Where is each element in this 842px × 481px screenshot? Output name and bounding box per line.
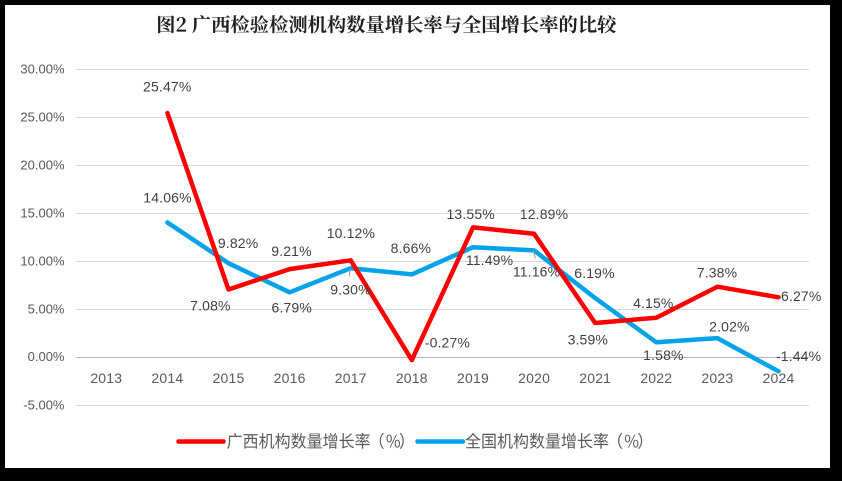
- svg-text:2020: 2020: [518, 370, 550, 386]
- svg-text:9.82%: 9.82%: [218, 235, 258, 251]
- svg-text:14.06%: 14.06%: [143, 190, 191, 206]
- svg-text:12.89%: 12.89%: [520, 206, 568, 222]
- svg-text:2014: 2014: [151, 370, 183, 386]
- svg-text:7.08%: 7.08%: [190, 298, 230, 314]
- svg-text:2021: 2021: [579, 370, 611, 386]
- svg-text:9.30%: 9.30%: [330, 281, 370, 297]
- svg-text:6.27%: 6.27%: [781, 288, 821, 304]
- svg-text:2.02%: 2.02%: [709, 319, 749, 335]
- svg-text:3.59%: 3.59%: [568, 331, 608, 347]
- svg-text:25.47%: 25.47%: [143, 79, 191, 95]
- svg-text:1.58%: 1.58%: [643, 347, 683, 363]
- svg-text:9.21%: 9.21%: [271, 243, 311, 259]
- svg-text:30.00%: 30.00%: [20, 62, 65, 77]
- svg-text:20.00%: 20.00%: [20, 158, 65, 173]
- svg-text:7.38%: 7.38%: [697, 265, 737, 281]
- svg-text:6.19%: 6.19%: [574, 265, 614, 281]
- svg-text:4.15%: 4.15%: [633, 295, 673, 311]
- svg-text:2018: 2018: [396, 370, 428, 386]
- svg-text:2019: 2019: [457, 370, 489, 386]
- svg-text:10.00%: 10.00%: [20, 254, 65, 269]
- svg-text:2017: 2017: [335, 370, 367, 386]
- svg-text:2023: 2023: [701, 370, 733, 386]
- svg-text:11.49%: 11.49%: [466, 252, 513, 268]
- svg-text:2016: 2016: [274, 370, 306, 386]
- svg-text:25.00%: 25.00%: [20, 110, 65, 125]
- svg-text:0.00%: 0.00%: [28, 349, 65, 364]
- svg-text:-1.44%: -1.44%: [776, 348, 821, 364]
- svg-text:-5.00%: -5.00%: [23, 398, 65, 413]
- svg-text:5.00%: 5.00%: [28, 302, 65, 317]
- svg-text:8.66%: 8.66%: [391, 240, 431, 256]
- svg-text:10.12%: 10.12%: [327, 225, 375, 241]
- svg-text:2015: 2015: [213, 370, 245, 386]
- svg-text:2013: 2013: [90, 370, 122, 386]
- svg-text:11.16%: 11.16%: [513, 263, 560, 279]
- svg-text:2024: 2024: [763, 370, 795, 386]
- svg-text:-0.27%: -0.27%: [425, 334, 470, 350]
- svg-text:6.79%: 6.79%: [272, 299, 312, 315]
- svg-text:2022: 2022: [640, 370, 672, 386]
- svg-text:15.00%: 15.00%: [20, 206, 65, 221]
- svg-text:13.55%: 13.55%: [447, 206, 495, 222]
